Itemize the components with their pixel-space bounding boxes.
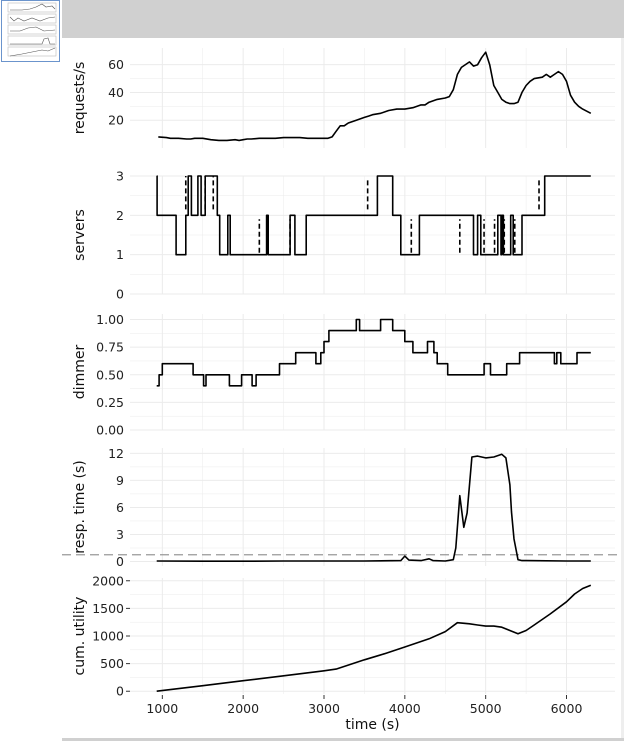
series-line [158,51,592,142]
y-tick-label: 12 [108,446,124,461]
y-tick-label: 9 [116,473,124,488]
y-tick-label: 2000 [92,573,124,588]
x-tick-label: 4000 [389,701,421,716]
x-axis-title: time (s) [345,717,399,733]
y-tick-label: 0.25 [96,395,124,410]
thumbnail-preview-icon [7,2,57,57]
y-axis-title: dimmer [72,345,88,400]
y-tick-label: 1 [116,247,124,262]
y-tick-label: 3 [116,169,124,184]
x-tick-label: 2000 [227,701,259,716]
x-tick-label: 3000 [308,701,340,716]
y-tick-label: 6 [116,500,124,515]
y-tick-label: 20 [108,113,124,128]
y-tick-label: 500 [100,656,124,671]
y-tick-label: 1000 [92,629,124,644]
y-axis-title: requests/s [72,62,88,135]
y-tick-label: 1500 [92,601,124,616]
y-tick-label: 1.00 [96,312,124,327]
x-tick-label: 1000 [146,701,178,716]
y-tick-label: 0.50 [96,367,124,382]
plot-area: 20 40 60 requests/s 0 1 2 3 servers 0.00 0.25 0.50 0… [62,38,624,741]
chart-svg: 204060requests/s0123servers0.000.250.500… [62,48,624,733]
y-tick-label: 3 [116,527,124,542]
page-thumbnail[interactable] [1,0,60,62]
y-tick-label: 0 [116,554,124,569]
series-line [156,453,591,562]
top-toolbar [62,0,624,38]
right-edge [621,38,624,741]
y-axis-title: resp. time (s) [72,460,88,553]
x-tick-label: 6000 [551,701,583,716]
y-tick-label: 0 [116,684,124,699]
y-tick-label: 2 [116,208,124,223]
x-tick-label: 5000 [470,701,502,716]
series-line [156,175,591,256]
y-axis-title: servers [72,209,88,261]
y-axis-title: cum. utility [72,597,88,676]
series-line [156,584,592,692]
y-tick-label: 0.00 [96,423,124,438]
y-tick-label: 60 [108,57,124,72]
series-line [156,318,591,387]
bottom-bar [62,738,624,741]
left-strip [0,0,62,741]
y-tick-label: 0 [116,287,124,302]
y-tick-label: 0.75 [96,340,124,355]
y-tick-label: 40 [108,85,124,100]
